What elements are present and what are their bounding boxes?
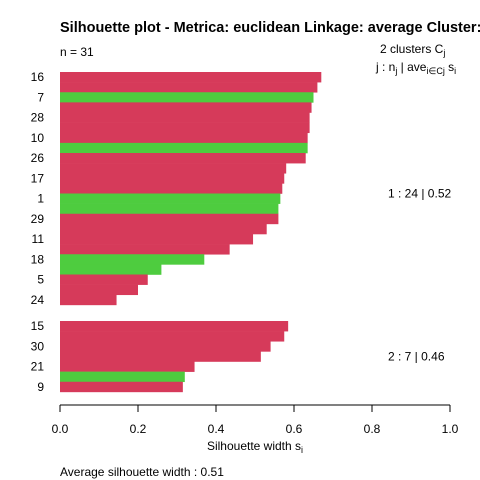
x-axis-ticks: 0.0 0.2 0.4 0.6 0.8 1.0 bbox=[52, 405, 459, 436]
y-tick-label: 15 bbox=[31, 319, 45, 333]
y-tick-label: 7 bbox=[37, 90, 44, 104]
silhouette-bar bbox=[60, 254, 205, 265]
n-label: n = 31 bbox=[60, 45, 94, 59]
silhouette-bar bbox=[60, 331, 285, 342]
silhouette-bar bbox=[60, 341, 271, 352]
silhouette-bar bbox=[60, 294, 117, 306]
cluster-labels: 1 : 24 | 0.52 2 : 7 | 0.46 bbox=[388, 187, 451, 364]
bars-layer bbox=[60, 72, 322, 393]
silhouette-bar bbox=[60, 183, 283, 194]
y-tick-label: 1 bbox=[37, 192, 44, 206]
y-tick-label: 18 bbox=[31, 252, 45, 266]
silhouette-bar bbox=[60, 122, 310, 134]
silhouette-bar bbox=[60, 361, 195, 372]
x-tick-label: 0.2 bbox=[130, 422, 147, 436]
x-tick-label: 1.0 bbox=[442, 422, 459, 436]
silhouette-bar bbox=[60, 381, 183, 393]
silhouette-bar bbox=[60, 92, 314, 103]
y-tick-label: 21 bbox=[31, 360, 45, 374]
y-tick-label: 11 bbox=[32, 232, 45, 246]
y-tick-label: 29 bbox=[31, 212, 45, 226]
chart-title: Silhouette plot - Metrica: euclidean Lin… bbox=[60, 20, 480, 36]
silhouette-bar bbox=[60, 112, 310, 123]
y-tick-label: 10 bbox=[31, 131, 45, 145]
silhouette-bar bbox=[60, 371, 185, 383]
y-tick-label: 30 bbox=[31, 339, 45, 353]
cluster-label: 2 : 7 | 0.46 bbox=[388, 349, 445, 363]
silhouette-bar bbox=[60, 203, 279, 215]
silhouette-bar bbox=[60, 163, 287, 174]
silhouette-bar bbox=[60, 223, 267, 235]
y-tick-labels: 16 7 28 10 26 17 1 29 11 18 5 24 15 30 21 9 bbox=[31, 70, 45, 394]
silhouette-bar bbox=[60, 173, 285, 184]
average-silhouette-label: Average silhouette width : 0.51 bbox=[60, 465, 224, 479]
y-tick-label: 17 bbox=[31, 171, 45, 185]
silhouette-bar bbox=[60, 72, 322, 83]
silhouette-bar bbox=[60, 244, 230, 255]
silhouette-bar bbox=[60, 142, 308, 154]
legend-header-line2: j : nj | avei∈Cj si bbox=[375, 60, 456, 76]
y-tick-label: 5 bbox=[37, 273, 44, 287]
silhouette-bar bbox=[60, 82, 318, 93]
y-tick-label: 16 bbox=[31, 70, 45, 84]
silhouette-bar bbox=[60, 213, 279, 225]
x-axis-label: Silhouette width si bbox=[207, 439, 303, 455]
legend-header-line1: 2 clusters Cj bbox=[380, 42, 445, 58]
silhouette-bar bbox=[60, 351, 261, 362]
silhouette-bar bbox=[60, 274, 148, 285]
x-tick-label: 0.8 bbox=[364, 422, 381, 436]
y-tick-label: 26 bbox=[31, 151, 45, 165]
x-tick-label: 0.0 bbox=[52, 422, 69, 436]
y-tick-label: 28 bbox=[31, 111, 45, 125]
silhouette-bar bbox=[60, 284, 138, 296]
silhouette-bar bbox=[60, 193, 281, 204]
silhouette-bar bbox=[60, 321, 289, 332]
silhouette-bar bbox=[60, 153, 306, 164]
silhouette-bar bbox=[60, 234, 254, 245]
y-tick-label: 24 bbox=[31, 293, 45, 307]
silhouette-bar bbox=[60, 132, 308, 144]
x-tick-label: 0.6 bbox=[286, 422, 303, 436]
x-tick-label: 0.4 bbox=[208, 422, 225, 436]
silhouette-bar bbox=[60, 264, 162, 275]
y-tick-label: 9 bbox=[37, 380, 44, 394]
cluster-label: 1 : 24 | 0.52 bbox=[388, 187, 451, 201]
silhouette-bar bbox=[60, 102, 312, 113]
